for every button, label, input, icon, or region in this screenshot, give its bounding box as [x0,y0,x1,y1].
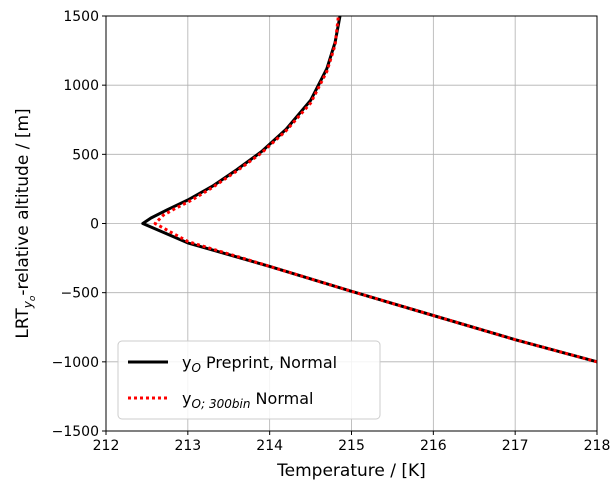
legend: yO Preprint, Normal yO; 300bin Normal [117,340,381,420]
y-tick-label: −1000 [52,355,99,371]
legend-label: yO Preprint, Normal [182,353,337,375]
y-tick-label: 1000 [63,78,99,94]
y-tick-label: 1500 [63,9,99,25]
x-tick-label: 212 [93,438,120,454]
x-tick-label: 215 [338,438,365,454]
x-tick-label: 214 [256,438,283,454]
x-tick-label: 218 [584,438,611,454]
y-axis-label: LRTyo-relative altitude / [m] [13,108,38,338]
legend-box [117,340,381,420]
x-tick-label: 217 [502,438,529,454]
y-tick-label: −500 [61,286,99,302]
y-tick-label: 0 [90,217,99,233]
legend-label: yO; 300bin Normal [182,389,313,411]
ticks: 212 213 214 215 216 217 218 −1500 −1000 −500 0 500 1… [52,9,611,454]
x-axis-label: Temperature / [K] [276,461,426,481]
y-tick-label: −1500 [52,424,99,440]
x-tick-label: 213 [174,438,201,454]
y-tick-label: 500 [72,147,99,163]
series-layer [141,15,598,364]
x-tick-label: 216 [420,438,447,454]
series-line-2 [153,15,598,364]
